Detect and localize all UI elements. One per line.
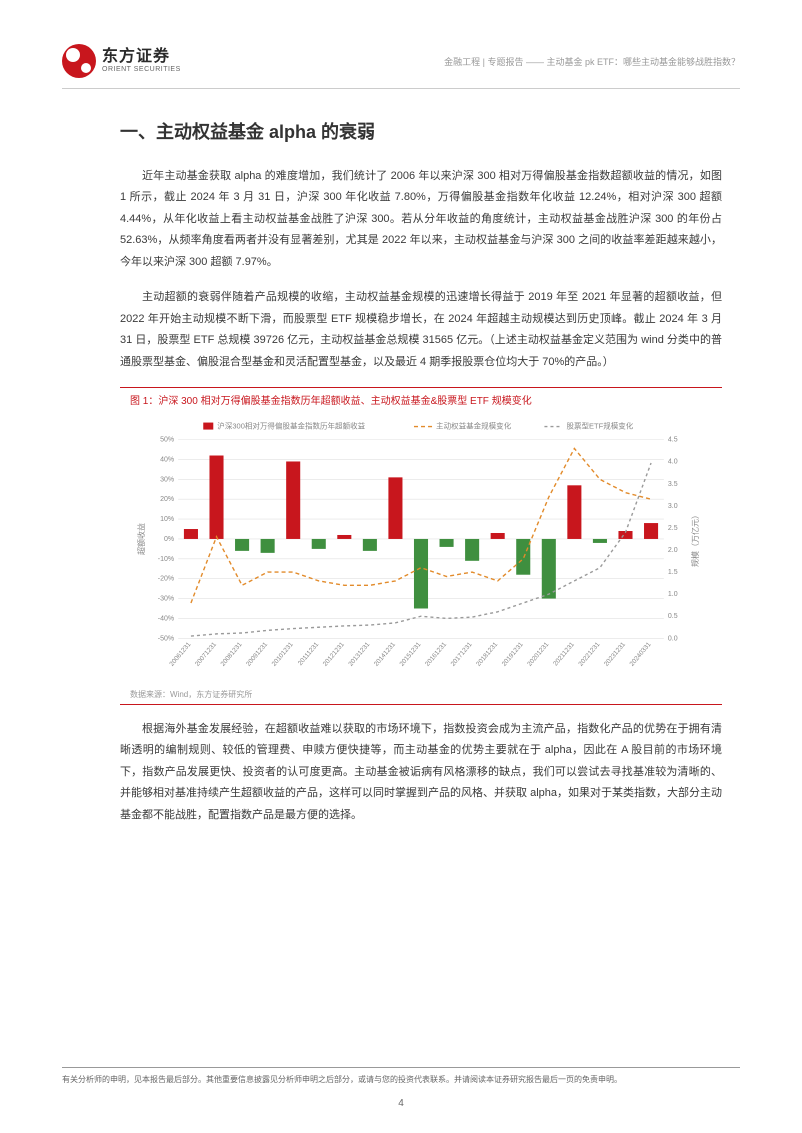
svg-text:20121231: 20121231 (322, 641, 346, 668)
svg-text:20141231: 20141231 (373, 641, 397, 668)
orient-logo-icon (62, 44, 96, 78)
logo-text-cn: 东方证券 (102, 48, 181, 66)
page-footer: 有关分析师的申明，见本报告最后部分。其他重要信息披露见分析师申明之后部分，或请与… (62, 1067, 740, 1085)
figure-1-source: 数据来源：Wind，东方证券研究所 (120, 689, 722, 704)
svg-text:4.0: 4.0 (668, 459, 678, 466)
svg-text:20181231: 20181231 (475, 641, 499, 668)
svg-text:40%: 40% (160, 456, 174, 463)
svg-text:20231231: 20231231 (603, 641, 627, 668)
svg-text:2.0: 2.0 (668, 547, 678, 554)
svg-text:20131231: 20131231 (347, 641, 371, 668)
logo-block: 东方证券 ORIENT SECURITIES (62, 44, 181, 78)
paragraph-2: 主动超额的衰弱伴随着产品规模的收缩，主动权益基金规模的迅速增长得益于 2019 … (120, 287, 722, 373)
combo-chart-svg: -50% -40% -30% -20% -10% 0% 10% 20% 30% 40% 50% 0.0… (130, 415, 712, 687)
svg-text:0%: 0% (164, 536, 174, 543)
svg-text:20091231: 20091231 (245, 641, 269, 668)
svg-text:-10%: -10% (158, 556, 174, 563)
svg-text:超额收益: 超额收益 (136, 523, 146, 555)
svg-text:20071231: 20071231 (194, 641, 218, 668)
svg-text:20221231: 20221231 (577, 641, 601, 668)
svg-text:规模（万亿元）: 规模（万亿元） (690, 511, 700, 567)
svg-text:20191231: 20191231 (501, 641, 525, 668)
svg-text:-40%: -40% (158, 615, 174, 622)
svg-text:3.5: 3.5 (668, 481, 678, 488)
svg-text:0.5: 0.5 (668, 613, 678, 620)
paragraph-1: 近年主动基金获取 alpha 的难度增加，我们统计了 2006 年以来沪深 30… (120, 166, 722, 273)
svg-text:20081231: 20081231 (220, 641, 244, 668)
header-rule (62, 88, 740, 89)
svg-text:主动权益基金规模变化: 主动权益基金规模变化 (436, 421, 512, 431)
svg-text:20240331: 20240331 (629, 641, 653, 668)
svg-text:20061231: 20061231 (168, 641, 192, 668)
svg-text:2.5: 2.5 (668, 525, 678, 532)
svg-text:3.0: 3.0 (668, 503, 678, 510)
page-number: 4 (0, 1098, 802, 1109)
svg-text:1.0: 1.0 (668, 591, 678, 598)
figure-1-chart: -50% -40% -30% -20% -10% 0% 10% 20% 30% 40% 50% 0.0… (120, 409, 722, 689)
svg-text:20111231: 20111231 (297, 641, 321, 667)
svg-text:10%: 10% (160, 516, 174, 523)
header-breadcrumb: 金融工程 | 专题报告 —— 主动基金 pk ETF：哪些主动基金能够战胜指数？ (444, 55, 740, 68)
main-content: 一、主动权益基金 alpha 的衰弱 近年主动基金获取 alpha 的难度增加，… (120, 118, 722, 840)
svg-text:20171231: 20171231 (450, 641, 474, 668)
svg-text:20101231: 20101231 (271, 641, 295, 668)
svg-text:沪深300相对万得偏股基金指数历年超额收益: 沪深300相对万得偏股基金指数历年超额收益 (217, 421, 365, 431)
logo-text-en: ORIENT SECURITIES (102, 66, 181, 74)
paragraph-3: 根据海外基金发展经验，在超额收益难以获取的市场环境下，指数投资会成为主流产品，指… (120, 719, 722, 826)
svg-text:20211231: 20211231 (552, 641, 576, 668)
svg-text:-20%: -20% (158, 576, 174, 583)
svg-text:30%: 30% (160, 476, 174, 483)
svg-text:-30%: -30% (158, 596, 174, 603)
svg-text:20151231: 20151231 (399, 641, 423, 668)
svg-text:20%: 20% (160, 496, 174, 503)
section-title: 一、主动权益基金 alpha 的衰弱 (120, 118, 722, 144)
svg-text:-50%: -50% (158, 635, 174, 642)
figure-1-block: 图 1：沪深 300 相对万得偏股基金指数历年超额收益、主动权益基金&股票型 E… (120, 387, 722, 705)
figure-1-title: 图 1：沪深 300 相对万得偏股基金指数历年超额收益、主动权益基金&股票型 E… (120, 388, 722, 409)
footer-disclaimer: 有关分析师的申明，见本报告最后部分。其他重要信息披露见分析师申明之后部分，或请与… (62, 1074, 740, 1085)
svg-text:0.0: 0.0 (668, 635, 678, 642)
svg-text:50%: 50% (160, 437, 174, 444)
page-header: 东方证券 ORIENT SECURITIES 金融工程 | 专题报告 —— 主动… (62, 44, 740, 78)
svg-text:20161231: 20161231 (424, 641, 448, 668)
svg-text:股票型ETF规模变化: 股票型ETF规模变化 (567, 421, 634, 431)
svg-text:4.5: 4.5 (668, 437, 678, 444)
svg-text:1.5: 1.5 (668, 569, 678, 576)
svg-text:20201231: 20201231 (526, 641, 550, 668)
